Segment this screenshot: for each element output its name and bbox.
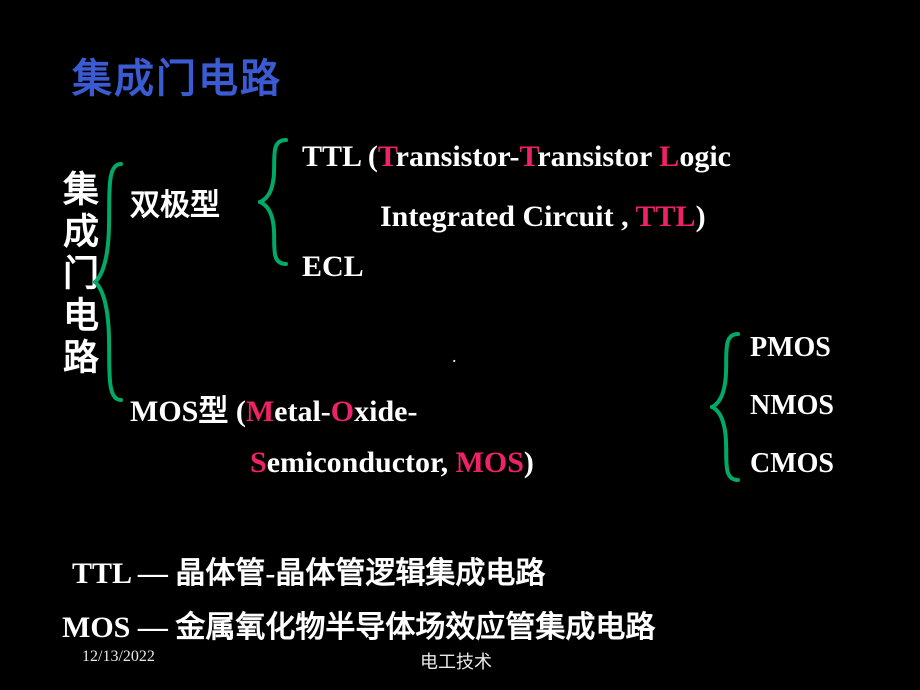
ttl-h2: T <box>520 140 538 173</box>
ttl-line1: TTL (Transistor-Transistor Logic <box>302 140 731 174</box>
branch-bipolar-label: 双极型 <box>130 180 220 224</box>
ttl2-pre: Integrated Circuit , <box>380 200 636 233</box>
leaf-nmos: NMOS <box>750 390 834 422</box>
mos-h2: O <box>331 395 354 428</box>
brace-bipolar <box>258 138 288 266</box>
branch-mos-line1: MOS型 (Metal-Oxide- <box>130 386 417 430</box>
footer-center: 电工技术 <box>420 648 492 674</box>
mos-label-pre: MOS型 ( <box>130 395 246 428</box>
brace-root <box>93 162 123 402</box>
def-mos-text: 金属氧化物半导体场效应管集成电路 <box>175 611 655 644</box>
mos-h4: MOS <box>456 446 524 479</box>
ttl-h1: T <box>378 140 396 173</box>
def-mos: MOS — 金属氧化物半导体场效应管集成电路 <box>62 602 655 646</box>
center-dot: . <box>452 346 457 367</box>
def-mos-pre: MOS — <box>62 611 175 644</box>
ttl-h3: L <box>659 140 679 173</box>
ttl-line2: Integrated Circuit , TTL) <box>380 200 706 234</box>
mos-h1: M <box>246 395 274 428</box>
leaf-pmos: PMOS <box>750 332 831 364</box>
brace-mos <box>710 332 740 482</box>
def-ttl: TTL — 晶体管-晶体管逻辑集成电路 <box>72 548 545 592</box>
mos-t3: emiconductor, <box>267 446 456 479</box>
ttl2-post: ) <box>696 200 706 233</box>
mos-t2: xide- <box>354 395 417 428</box>
ttl-t1: ransistor- <box>396 140 520 173</box>
ttl-pre: TTL ( <box>302 140 378 173</box>
ttl-t2: ransistor <box>537 140 659 173</box>
def-ttl-text: 晶体管-晶体管逻辑集成电路 <box>175 557 545 590</box>
footer-date: 12/13/2022 <box>82 648 155 666</box>
ecl-label: ECL <box>302 250 364 284</box>
ttl2-h4: TTL <box>636 200 696 233</box>
page-title: 集成门电路 <box>72 46 282 104</box>
ttl-t3: ogic <box>679 140 731 173</box>
mos-post: ) <box>524 446 534 479</box>
branch-mos-line2: Semiconductor, MOS) <box>250 446 534 480</box>
mos-t1: etal- <box>274 395 331 428</box>
def-ttl-pre: TTL — <box>72 557 175 590</box>
mos-h3: S <box>250 446 267 479</box>
leaf-cmos: CMOS <box>750 448 834 480</box>
